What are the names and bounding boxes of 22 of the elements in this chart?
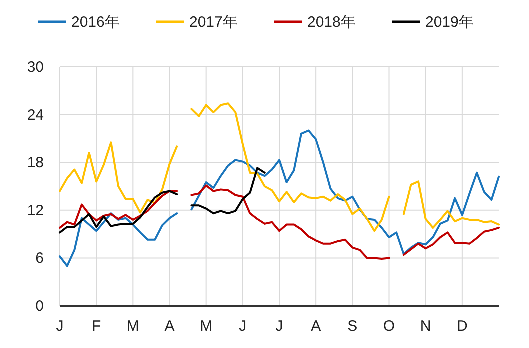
x-tick-label: F — [92, 318, 102, 335]
x-tick-label: D — [456, 318, 468, 335]
legend-label: 2016年 — [72, 14, 120, 31]
x-tick-label: S — [348, 318, 358, 335]
x-tick-label: M — [126, 318, 140, 335]
legend-label: 2017年 — [190, 14, 238, 31]
x-tick-label: M — [200, 318, 213, 335]
y-tick-label: 18 — [27, 154, 44, 172]
x-tick-label: A — [164, 318, 175, 335]
x-tick-label: O — [383, 318, 396, 335]
y-tick-label: 24 — [27, 106, 44, 124]
y-tick-label: 30 — [27, 59, 44, 76]
y-tick-label: 0 — [36, 298, 44, 315]
legend-label: 2019年 — [426, 14, 474, 31]
legend-label: 2018年 — [308, 14, 356, 31]
x-tick-label: N — [420, 318, 432, 335]
x-tick-label: J — [56, 318, 64, 335]
x-tick-label: J — [239, 318, 247, 335]
x-tick-label: A — [311, 318, 322, 335]
x-tick-label: J — [276, 318, 284, 335]
y-tick-label: 6 — [36, 250, 44, 268]
y-tick-label: 12 — [27, 202, 44, 220]
